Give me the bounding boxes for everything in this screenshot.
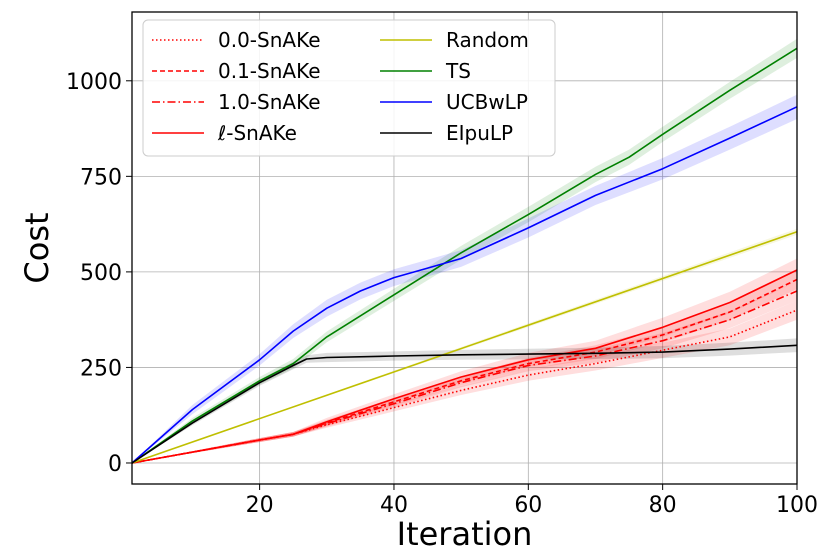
y-tick-label: 250 xyxy=(80,356,122,381)
band-eipulp xyxy=(132,338,797,463)
band-ucbwlp xyxy=(132,94,797,463)
legend-label: TS xyxy=(445,59,471,83)
legend-entry-ts: TS xyxy=(380,59,471,83)
line-ts xyxy=(131,47,798,464)
legend-label: Random xyxy=(446,28,529,52)
legend-label: 0.1-SnAKe xyxy=(218,59,321,83)
line-snake xyxy=(131,269,798,464)
legend-label: 0.0-SnAKe xyxy=(218,28,321,52)
legend-label: 1.0-SnAKe xyxy=(218,90,321,114)
x-tick-label: 40 xyxy=(380,493,408,518)
legend-entry-ucbwlp: UCBwLP xyxy=(380,90,528,114)
line-ucbwlp xyxy=(131,106,798,464)
line-random xyxy=(131,231,798,464)
legend-entry-1-0-snake: 1.0-SnAKe xyxy=(152,90,321,114)
legend-entry-snake: ℓ-SnAKe xyxy=(152,121,297,145)
legend-entry-eipulp: EIpuLP xyxy=(380,121,513,145)
y-tick-label: 500 xyxy=(80,261,122,286)
x-axis-label: Iteration xyxy=(397,515,533,553)
legend-label: EIpuLP xyxy=(446,121,513,145)
y-tick-label: 750 xyxy=(80,165,122,190)
series-lines xyxy=(131,47,798,464)
x-tick-label: 80 xyxy=(649,493,677,518)
legend-entry-0-0-snake: 0.0-SnAKe xyxy=(152,28,321,52)
legend-entry-random: Random xyxy=(380,28,529,52)
x-tick-label: 100 xyxy=(776,493,818,518)
legend: 0.0-SnAKe 0.1-SnAKe 1.0-SnAKe ℓ-SnAKe Random… xyxy=(142,19,556,157)
legend-entry-0-1-snake: 0.1-SnAKe xyxy=(152,59,321,83)
y-tick-label: 0 xyxy=(108,452,122,477)
line-eipulp xyxy=(131,344,798,464)
plot-frame xyxy=(131,11,798,485)
legend-label: UCBwLP xyxy=(446,90,528,114)
legend-label: ℓ-SnAKe xyxy=(217,121,297,145)
y-tick-label: 1000 xyxy=(66,70,122,95)
x-tick-label: 60 xyxy=(514,493,542,518)
x-tick-label: 20 xyxy=(246,493,274,518)
y-axis-label: Cost xyxy=(18,212,56,283)
legend-box xyxy=(142,19,556,157)
band-random xyxy=(132,228,797,463)
